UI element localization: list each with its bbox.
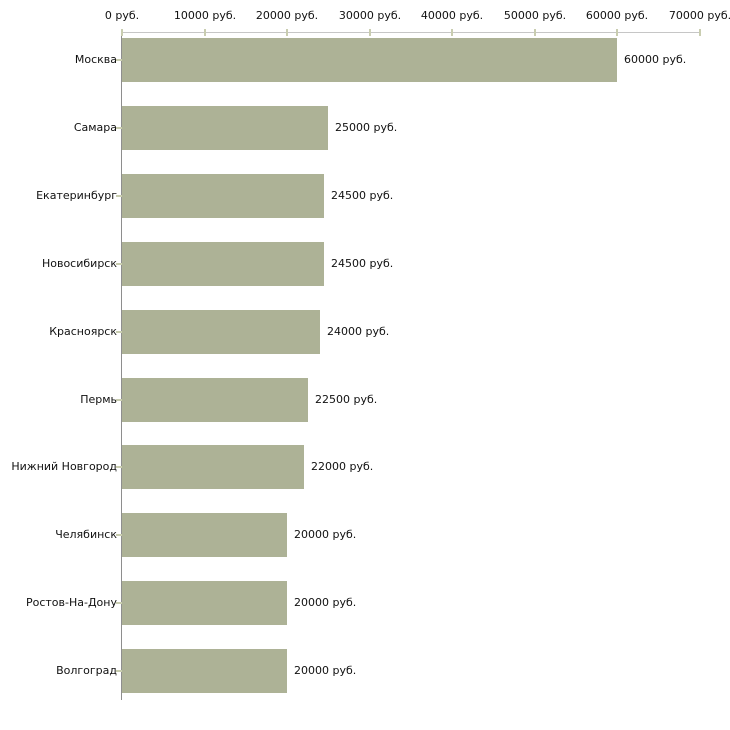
category-tick-mark — [116, 127, 122, 129]
bar — [122, 242, 324, 286]
bar-value-label: 22500 руб. — [315, 393, 378, 406]
bar — [122, 513, 287, 557]
category-tick-mark — [116, 534, 122, 536]
bar-value-label: 24500 руб. — [331, 189, 394, 202]
bar-value-label: 24000 руб. — [327, 325, 390, 338]
x-axis-tick-label: 10000 руб. — [173, 9, 237, 22]
category-label: Москва — [74, 53, 117, 66]
x-axis-tick-label: 20000 руб. — [255, 9, 319, 22]
bar — [122, 378, 308, 422]
category-tick-mark — [116, 466, 122, 468]
category-tick-mark — [116, 670, 122, 672]
x-axis-tick-label: 60000 руб. — [585, 9, 649, 22]
y-axis-line — [121, 32, 122, 700]
category-label: Челябинск — [55, 528, 117, 541]
category-label: Красноярск — [49, 325, 117, 338]
bar-value-label: 20000 руб. — [294, 596, 357, 609]
x-axis-tick-label: 70000 руб. — [668, 9, 730, 22]
category-label: Новосибирск — [41, 257, 117, 270]
bar-value-label: 22000 руб. — [311, 460, 374, 473]
x-axis-line — [122, 32, 701, 33]
bar — [122, 445, 304, 489]
x-axis-tick-mark — [369, 29, 371, 36]
category-tick-mark — [116, 195, 122, 197]
bar — [122, 106, 328, 150]
x-axis-tick-label: 30000 руб. — [338, 9, 402, 22]
x-axis-tick-mark — [286, 29, 288, 36]
category-tick-mark — [116, 263, 122, 265]
x-axis-tick-mark — [616, 29, 618, 36]
x-axis-tick-mark — [534, 29, 536, 36]
category-label: Ростов-На-Дону — [25, 596, 117, 609]
x-axis-tick-mark — [121, 29, 123, 36]
x-axis-tick-mark — [204, 29, 206, 36]
x-axis-tick-label: 50000 руб. — [503, 9, 567, 22]
bar-value-label: 20000 руб. — [294, 664, 357, 677]
x-axis-tick-label: 0 руб. — [104, 9, 140, 22]
bar — [122, 310, 320, 354]
category-tick-mark — [116, 399, 122, 401]
category-label: Самара — [73, 121, 117, 134]
x-axis-tick-label: 40000 руб. — [420, 9, 484, 22]
category-tick-mark — [116, 59, 122, 61]
category-tick-mark — [116, 331, 122, 333]
category-label: Екатеринбург — [36, 189, 117, 202]
bar-value-label: 20000 руб. — [294, 528, 357, 541]
category-label: Волгоград — [56, 664, 117, 677]
bar — [122, 581, 287, 625]
bar-value-label: 25000 руб. — [335, 121, 398, 134]
x-axis-tick-mark — [699, 29, 701, 36]
category-tick-mark — [116, 602, 122, 604]
bar-value-label: 24500 руб. — [331, 257, 394, 270]
bar — [122, 649, 287, 693]
bar-value-label: 60000 руб. — [624, 53, 687, 66]
bar — [122, 174, 324, 218]
category-label: Нижний Новгород — [11, 460, 117, 473]
x-axis-tick-mark — [451, 29, 453, 36]
bar — [122, 38, 617, 82]
category-label: Пермь — [80, 393, 117, 406]
